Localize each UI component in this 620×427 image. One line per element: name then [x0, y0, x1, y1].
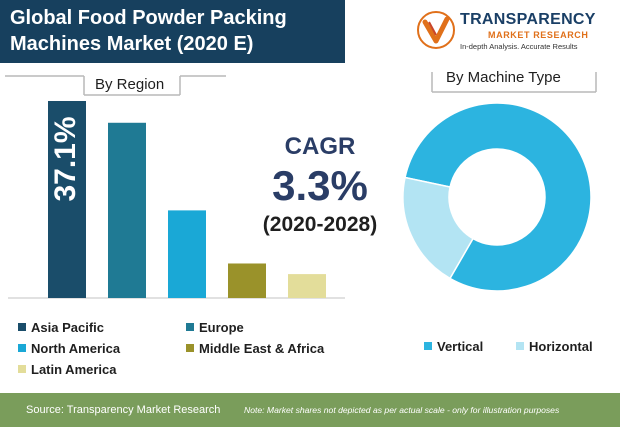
- donut-slice-horizontal: [402, 176, 475, 280]
- region-chart-title: By Region: [95, 76, 165, 93]
- bar-asia-pacific: [48, 101, 86, 298]
- legend-swatch-latin-america: [18, 365, 26, 373]
- region-bar-chart: 37.1%: [8, 101, 345, 299]
- legend-swatch-vertical: [424, 342, 432, 350]
- cagr-period: (2020-2028): [262, 213, 378, 236]
- legend-middle-east-africa: Middle East & Africa: [186, 341, 324, 356]
- legend-swatch-europe: [186, 323, 194, 331]
- legend-europe: Europe: [186, 320, 244, 335]
- logo-tagline: In-depth Analysis. Accurate Results: [460, 42, 578, 51]
- bar-europe: [108, 122, 146, 298]
- cagr-value: 3.3%: [272, 162, 368, 209]
- logo-subtitle: MARKET RESEARCH: [488, 30, 589, 40]
- footer-bar: Source: Transparency Market Research Not…: [0, 393, 620, 427]
- footer-note: Note: Market shares not depicted as per …: [244, 405, 560, 415]
- logo-name: TRANSPARENCY: [460, 11, 596, 28]
- title-banner: Global Food Powder Packing Machines Mark…: [0, 0, 345, 63]
- legend-swatch-horizontal: [516, 342, 524, 350]
- legend-horizontal: Horizontal: [516, 339, 593, 354]
- cagr-label: CAGR: [284, 133, 356, 160]
- legend-swatch-north-america: [18, 344, 26, 352]
- legend-asia-pacific: Asia Pacific: [18, 320, 104, 335]
- bar-latin-america: [288, 274, 326, 298]
- donut-slice-vertical: [404, 103, 592, 292]
- legend-vertical: Vertical: [424, 339, 483, 354]
- bar-middle-east-africa: [228, 263, 266, 298]
- machine-type-donut-chart: [402, 103, 592, 292]
- legend-latin-america: Latin America: [18, 362, 117, 377]
- machine-chart-title: By Machine Type: [446, 69, 561, 86]
- logo-mark-icon: [417, 11, 455, 49]
- bar-north-america: [168, 210, 206, 298]
- legend-swatch-asia-pacific: [18, 323, 26, 331]
- title-line-2: Machines Market (2020 E): [10, 33, 254, 55]
- title-line-1: Global Food Powder Packing: [10, 7, 287, 29]
- bar-data-label-asia-pacific: 37.1%: [49, 116, 82, 201]
- footer-source: Source: Transparency Market Research: [26, 404, 221, 416]
- legend-north-america: North America: [18, 341, 120, 356]
- legend-swatch-middle-east-africa: [186, 344, 194, 352]
- region-header-line: [5, 75, 226, 96]
- company-logo: TRANSPARENCY MARKET RESEARCH In-depth An…: [416, 8, 612, 60]
- machine-header-line: [431, 72, 597, 93]
